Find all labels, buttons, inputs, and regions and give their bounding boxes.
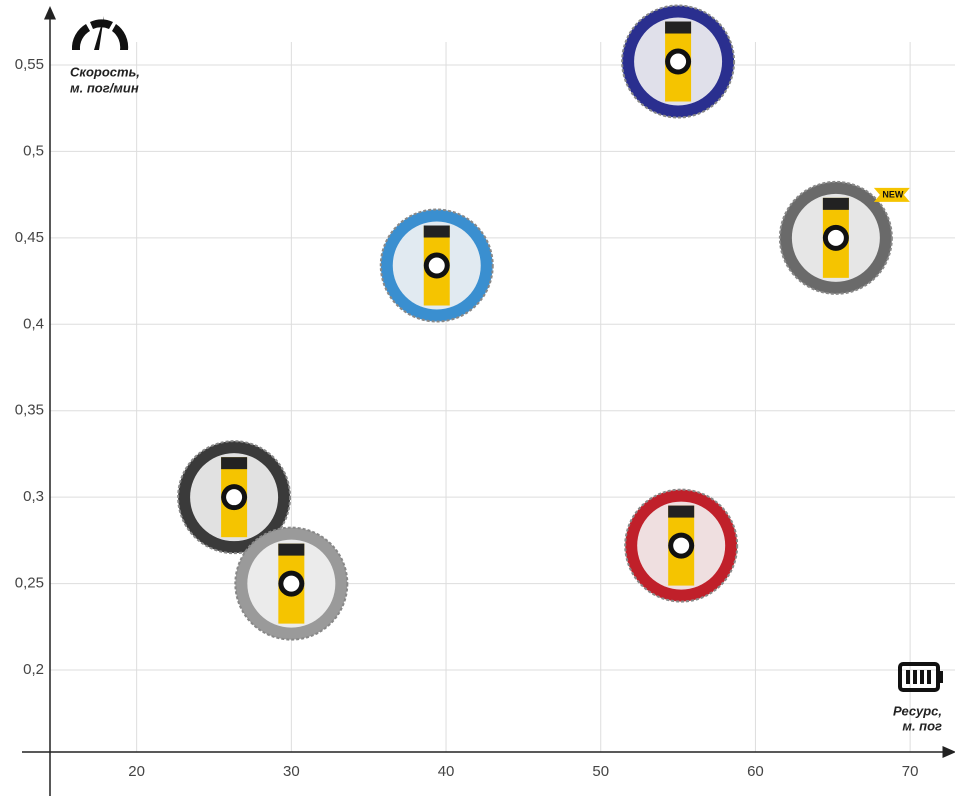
y-tick-label: 0,5: [23, 142, 44, 159]
x-tick-label: 50: [592, 763, 609, 780]
disc-brand: [221, 457, 247, 469]
y-tick-label: 0,55: [15, 56, 44, 73]
speed-icon: [72, 16, 128, 50]
chart: Скорость, м. пог/мин Ресурс, м. пог 0,2 0…: [0, 0, 955, 796]
disc-brand: [665, 22, 691, 34]
x-axis-title: Ресурс,: [893, 703, 942, 718]
grid: [50, 42, 955, 752]
y-tick-label: 0,3: [23, 488, 44, 505]
page: Скорость, м. пог/мин Ресурс, м. пог 0,2 0…: [0, 0, 955, 801]
disc-brand: [424, 226, 450, 238]
x-tick-label: 20: [128, 763, 145, 780]
y-tick-label: 0,35: [15, 402, 44, 419]
disc-hole: [670, 54, 686, 70]
x-axis-title: м. пог: [902, 718, 942, 733]
y-axis-title: м. пог/мин: [70, 80, 139, 95]
x-tick-label: 40: [438, 763, 455, 780]
x-tick-label: 60: [747, 763, 764, 780]
disc-hole: [828, 230, 844, 246]
x-tick-label: 30: [283, 763, 300, 780]
y-tick-label: 0,4: [23, 315, 44, 332]
y-tick-label: 0,2: [23, 661, 44, 678]
y-tick-label: 0,25: [15, 575, 44, 592]
x-tick-label: 70: [902, 763, 919, 780]
disc-hole: [283, 576, 299, 592]
disc-hole: [226, 489, 242, 505]
disc-brand: [668, 506, 694, 518]
disc-hole: [673, 538, 689, 554]
disc-brand: [278, 544, 304, 556]
battery-icon: [900, 664, 943, 690]
disc-brand: [823, 198, 849, 210]
badge-text: NEW: [882, 190, 904, 200]
disc-hole: [429, 258, 445, 274]
y-tick-label: 0,45: [15, 229, 44, 246]
y-axis-title: Скорость,: [70, 64, 140, 79]
